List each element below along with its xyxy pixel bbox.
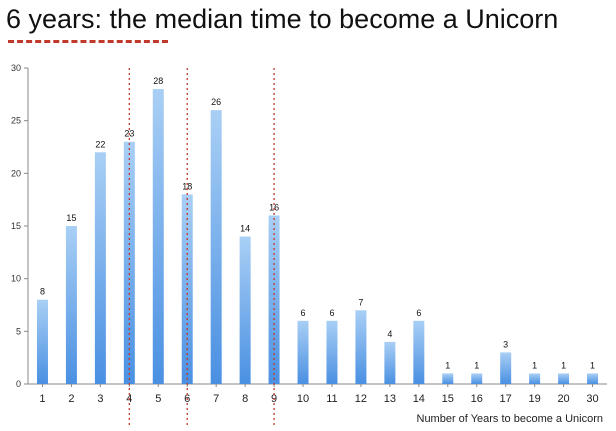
y-tick-label: 25 (11, 116, 21, 126)
x-tick-label-19: 19 (529, 393, 541, 405)
bar-4 (123, 141, 135, 384)
x-tick-label-8: 8 (242, 393, 248, 405)
data-label-10: 6 (301, 308, 306, 318)
data-label-9: 16 (269, 202, 279, 212)
bar-1 (36, 299, 48, 384)
y-tick-label: 0 (16, 379, 21, 389)
data-label-5: 28 (153, 76, 163, 86)
x-tick-label-12: 12 (355, 393, 367, 405)
data-label-17: 3 (503, 339, 508, 349)
y-tick-label: 15 (11, 221, 21, 231)
data-label-6: 18 (182, 181, 192, 191)
bar-20 (558, 373, 570, 384)
bar-7 (210, 110, 222, 384)
y-tick-label: 30 (11, 63, 21, 73)
x-tick-label-7: 7 (213, 393, 219, 405)
data-label-12: 7 (358, 297, 363, 307)
y-tick-label: 10 (11, 274, 21, 284)
data-label-30: 1 (590, 360, 595, 370)
bar-2 (65, 226, 77, 384)
y-tick-label: 20 (11, 168, 21, 178)
x-tick-label-14: 14 (413, 393, 425, 405)
x-tick-label-15: 15 (442, 393, 454, 405)
x-tick-label-11: 11 (326, 393, 337, 405)
data-label-20: 1 (561, 360, 566, 370)
data-label-1: 8 (40, 287, 45, 297)
data-label-16: 1 (474, 360, 479, 370)
bar-16 (471, 373, 483, 384)
bar-14 (413, 320, 425, 384)
x-tick-label-1: 1 (39, 393, 45, 405)
bar-12 (355, 310, 367, 384)
x-tick-label-16: 16 (471, 393, 483, 405)
bar-13 (384, 341, 396, 384)
data-label-11: 6 (329, 308, 334, 318)
data-label-2: 15 (66, 213, 76, 223)
data-label-3: 22 (95, 139, 105, 149)
bar-17 (500, 352, 512, 384)
y-tick-label: 5 (16, 326, 21, 336)
bar-8 (239, 236, 251, 384)
chart-title: 6 years: the median time to become a Uni… (6, 4, 559, 34)
data-label-14: 6 (416, 308, 421, 318)
data-label-15: 1 (445, 360, 450, 370)
x-tick-label-10: 10 (297, 393, 309, 405)
bar-5 (152, 89, 164, 385)
bar-19 (529, 373, 541, 384)
bar-15 (442, 373, 454, 384)
title-underline (8, 40, 168, 43)
x-axis-label: Number of Years to become a Unicorn (417, 413, 604, 425)
data-label-8: 14 (240, 224, 250, 234)
bar-10 (297, 320, 309, 384)
x-tick-label-13: 13 (384, 393, 396, 405)
data-label-13: 4 (387, 329, 392, 339)
x-tick-label-5: 5 (155, 393, 161, 405)
data-label-19: 1 (532, 360, 537, 370)
bar-30 (587, 373, 599, 384)
x-tick-label-2: 2 (68, 393, 74, 405)
x-tick-label-3: 3 (97, 393, 103, 405)
bar-3 (94, 152, 106, 384)
x-tick-label-30: 30 (586, 393, 598, 405)
x-tick-label-20: 20 (557, 393, 569, 405)
data-label-7: 26 (211, 97, 221, 107)
x-tick-label-17: 17 (500, 393, 512, 405)
bar-11 (326, 320, 338, 384)
